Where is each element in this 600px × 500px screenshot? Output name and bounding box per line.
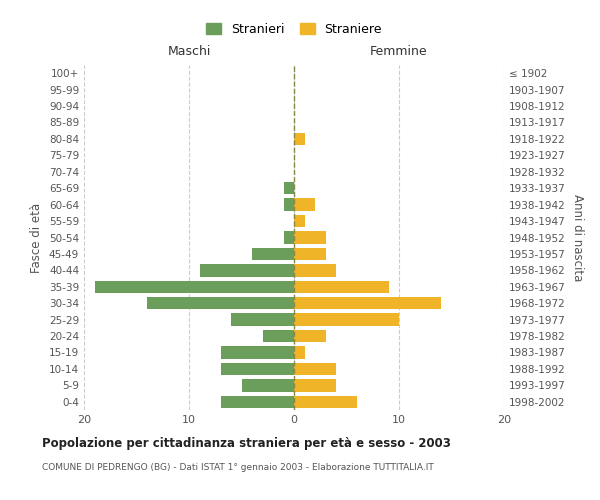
Bar <box>294 215 305 227</box>
Bar <box>284 198 294 211</box>
Bar <box>294 330 325 342</box>
Bar <box>221 396 294 408</box>
Bar <box>231 314 294 326</box>
Bar <box>221 363 294 375</box>
Bar <box>284 182 294 194</box>
Text: Maschi: Maschi <box>167 46 211 59</box>
Y-axis label: Anni di nascita: Anni di nascita <box>571 194 584 281</box>
Bar <box>294 280 389 293</box>
Bar <box>294 379 336 392</box>
Text: Femmine: Femmine <box>370 46 428 59</box>
Bar <box>294 363 336 375</box>
Bar <box>294 133 305 145</box>
Legend: Stranieri, Straniere: Stranieri, Straniere <box>201 18 387 41</box>
Bar <box>294 264 336 276</box>
Bar <box>221 346 294 358</box>
Text: COMUNE DI PEDRENGO (BG) - Dati ISTAT 1° gennaio 2003 - Elaborazione TUTTITALIA.I: COMUNE DI PEDRENGO (BG) - Dati ISTAT 1° … <box>42 462 434 471</box>
Y-axis label: Fasce di età: Fasce di età <box>31 202 43 272</box>
Bar <box>241 379 294 392</box>
Bar <box>284 232 294 243</box>
Bar <box>294 396 357 408</box>
Bar <box>263 330 294 342</box>
Bar <box>95 280 294 293</box>
Text: Popolazione per cittadinanza straniera per età e sesso - 2003: Popolazione per cittadinanza straniera p… <box>42 438 451 450</box>
Bar <box>294 232 325 243</box>
Bar <box>294 198 315 211</box>
Bar <box>294 346 305 358</box>
Bar <box>252 248 294 260</box>
Bar <box>199 264 294 276</box>
Bar <box>147 297 294 310</box>
Bar <box>294 297 441 310</box>
Bar <box>294 248 325 260</box>
Bar <box>294 314 399 326</box>
